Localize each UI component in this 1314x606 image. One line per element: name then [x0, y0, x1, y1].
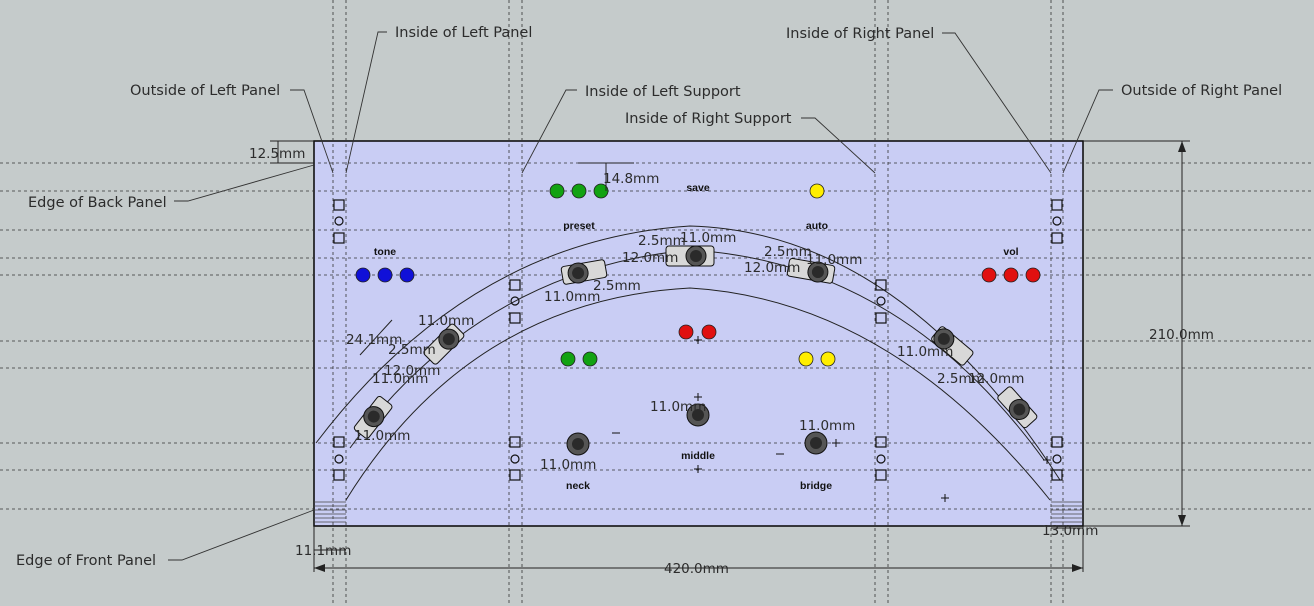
dimension-lines	[270, 140, 1190, 572]
label-preset: preset	[563, 220, 595, 232]
annotation-inside-right-panel: Inside of Right Panel	[786, 26, 934, 42]
led-vol-2	[1003, 267, 1019, 283]
switch-arc-7	[997, 386, 1038, 429]
led-tone-2	[377, 267, 393, 283]
dim-knob-spacing: 11.0mm	[806, 252, 862, 268]
led-neck-2	[582, 351, 598, 367]
label-save: save	[686, 182, 710, 194]
led-vol-1	[981, 267, 997, 283]
dim-width: 420.0mm	[664, 561, 729, 577]
dim-switch-len: 12.0mm	[622, 250, 678, 266]
led-bridge-1	[798, 351, 814, 367]
annotation-outside-right-panel: Outside of Right Panel	[1121, 83, 1282, 99]
annotation-leaders	[168, 31, 1113, 561]
annotation-outside-left-panel: Outside of Left Panel	[130, 83, 280, 99]
switch-arc-4	[665, 245, 715, 267]
dim-switch-gap: 2.5mm	[593, 278, 641, 294]
toggle-switches	[353, 245, 1038, 439]
dim-switch-gap: 2.5mm	[638, 233, 686, 249]
dim-height: 210.0mm	[1149, 327, 1214, 343]
switch-arc-1	[353, 395, 393, 439]
dimension-arrows	[314, 141, 1186, 572]
switch-arc-5	[786, 257, 836, 284]
led-tone-3	[399, 267, 415, 283]
dim-switch-len: 12.0mm	[968, 371, 1024, 387]
label-middle: middle	[681, 450, 715, 462]
led-tone-1	[355, 267, 371, 283]
annotation-edge-front-panel: Edge of Front Panel	[16, 553, 156, 569]
label-neck: neck	[566, 480, 590, 492]
led-preset-1	[549, 183, 565, 199]
dim-led-row-offset: 14.8mm	[603, 171, 659, 187]
footswitches	[566, 403, 828, 456]
annotation-inside-right-support: Inside of Right Support	[625, 111, 792, 127]
led-preset-2	[571, 183, 587, 199]
annotation-inside-left-support: Inside of Left Support	[585, 84, 741, 100]
label-bridge: bridge	[800, 480, 832, 492]
led-bridge-2	[820, 351, 836, 367]
crosshair-markers	[612, 336, 1051, 502]
dim-knob-spacing: 11.0mm	[680, 230, 736, 246]
dim-knob-spacing: 11.0mm	[897, 344, 953, 360]
front-panel-hatch	[314, 501, 1083, 523]
dim-switch-len: 12.0mm	[384, 363, 440, 379]
dim-knob-spacing: 11.0mm	[418, 313, 474, 329]
dim-knob-spacing: 11.0mm	[540, 457, 596, 473]
leds	[355, 183, 1041, 367]
dim-front-left: 11.1mm	[295, 543, 351, 559]
led-neck-1	[560, 351, 576, 367]
switch-arc-2	[423, 323, 465, 365]
led-vol-3	[1025, 267, 1041, 283]
dim-switch-gap: 2.5mm	[937, 371, 985, 387]
dim-switch-span: 24.1mm	[346, 332, 402, 348]
dim-switch-len: 12.0mm	[744, 260, 800, 276]
switch-arc-3	[560, 259, 608, 285]
dim-knob-spacing: 11.0mm	[650, 399, 706, 415]
label-auto: auto	[806, 220, 828, 232]
led-preset-3	[593, 183, 609, 199]
label-tone: tone	[374, 246, 396, 258]
label-vol: vol	[1003, 246, 1018, 258]
led-middle-2	[701, 324, 717, 340]
vertical-guides	[332, 0, 1064, 606]
annotation-edge-back-panel: Edge of Back Panel	[28, 195, 167, 211]
dim-switch-gap: 2.5mm	[388, 342, 436, 358]
switch-arc-6	[931, 326, 974, 366]
dim-switch-gap: 2.5mm	[764, 244, 812, 260]
dim-knob-spacing: 11.0mm	[354, 428, 410, 444]
dim-front-right: 13.0mm	[1042, 523, 1098, 539]
led-auto	[809, 183, 825, 199]
horizontal-guides	[0, 162, 1314, 510]
dim-knob-spacing: 11.0mm	[372, 371, 428, 387]
dim-back-offset: 12.5mm	[249, 146, 305, 162]
annotation-inside-left-panel: Inside of Left Panel	[395, 25, 532, 41]
dim-knob-spacing: 11.0mm	[544, 289, 600, 305]
led-middle-1	[678, 324, 694, 340]
dim-knob-spacing: 11.0mm	[799, 418, 855, 434]
mount-markers	[333, 199, 1063, 481]
